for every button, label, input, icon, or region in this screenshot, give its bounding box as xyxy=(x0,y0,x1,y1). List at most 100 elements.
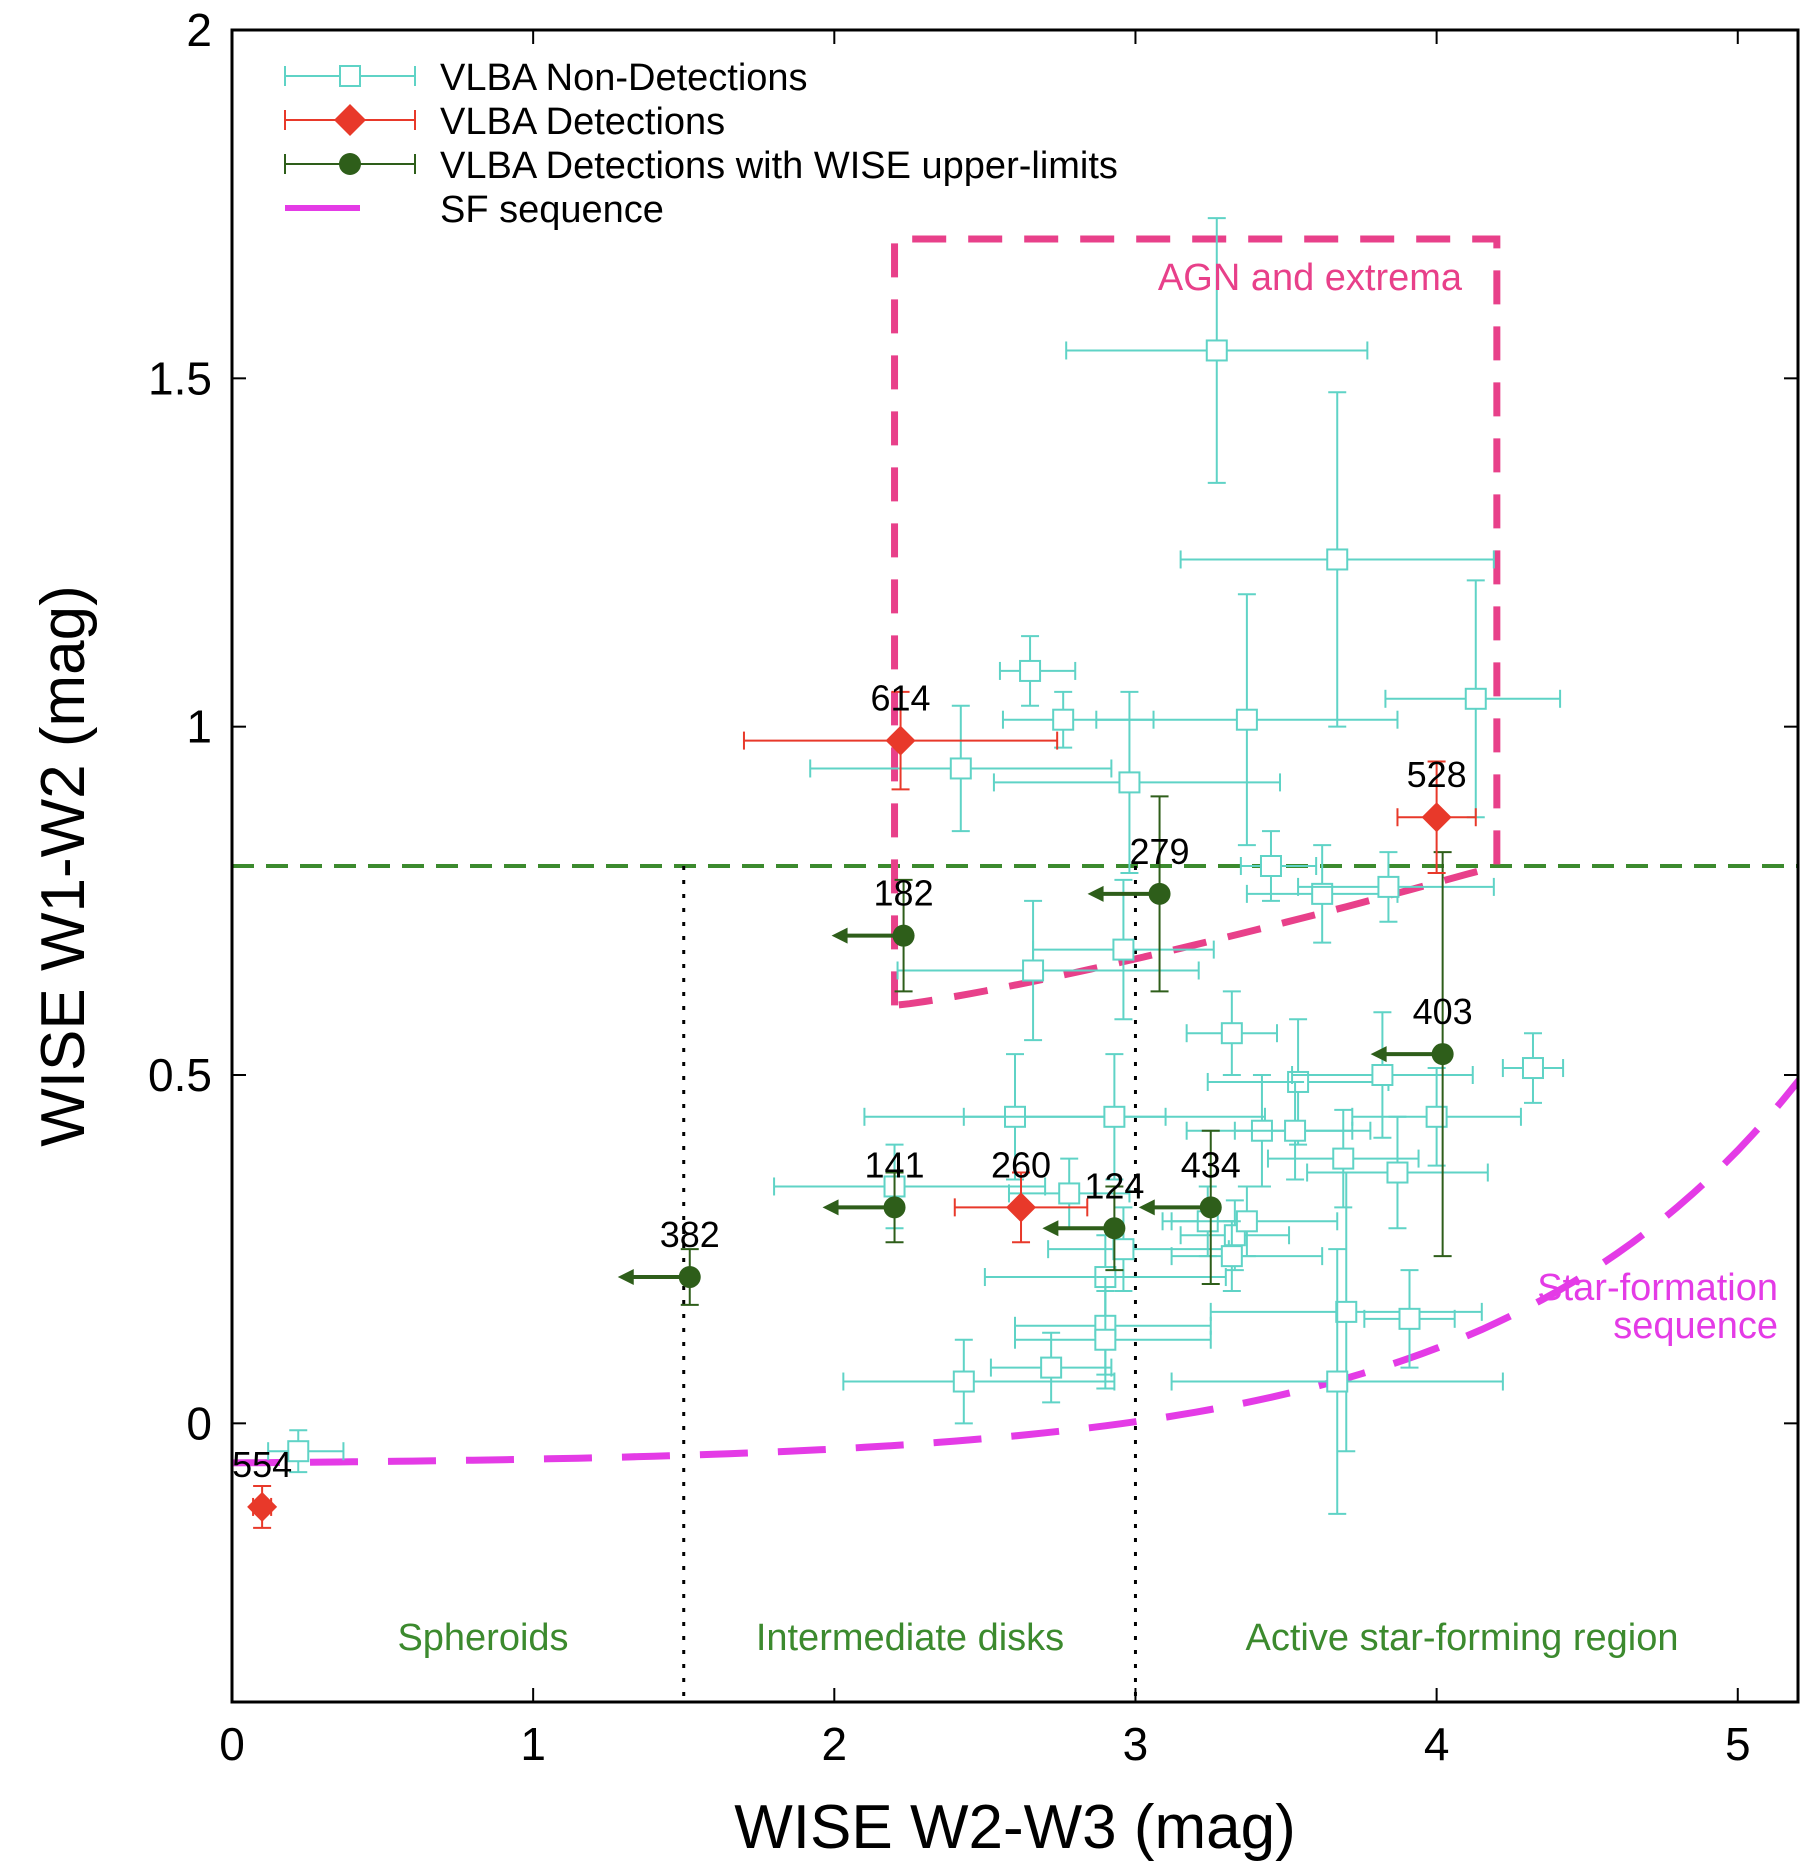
point-label: 279 xyxy=(1130,831,1190,872)
non-detection-point xyxy=(1245,844,1399,944)
detection-marker xyxy=(247,1491,278,1522)
sf-sequence-label-line1: Star-formation xyxy=(1537,1267,1778,1309)
region-active-star-forming-label: Active star-forming region xyxy=(1246,1617,1679,1659)
detection-point xyxy=(1396,760,1477,874)
non-detection-point xyxy=(1209,1171,1483,1453)
agn-region-box xyxy=(891,235,1501,1009)
detection-marker xyxy=(1421,802,1452,833)
point-label: 614 xyxy=(871,678,931,719)
x-tick-label: 5 xyxy=(1725,1718,1751,1770)
detections-layer xyxy=(247,690,1477,1529)
detection-point xyxy=(742,690,1059,791)
non-detection-marker xyxy=(952,1370,975,1393)
x-axis-title: WISE W2-W3 (mag) xyxy=(734,1793,1295,1862)
non-detection-marker xyxy=(1332,1147,1355,1170)
upper-limit-point xyxy=(617,1248,701,1306)
non-detection-point xyxy=(842,1338,1116,1425)
legend: VLBA Non-Detections VLBA Detections VLBA… xyxy=(284,57,1118,231)
y-tick-label: 1.5 xyxy=(148,352,212,404)
non-detection-marker xyxy=(1118,771,1141,794)
non-detection-point xyxy=(267,1429,345,1474)
plot-frame xyxy=(230,28,1800,1704)
non-detection-point xyxy=(1297,851,1495,923)
non-detection-marker xyxy=(949,757,972,780)
sf-sequence-layer xyxy=(232,1075,1798,1467)
region-intermediate-disks-label: Intermediate disks xyxy=(756,1617,1064,1659)
upper-limit-arrowhead xyxy=(831,927,848,944)
detection-point xyxy=(247,1485,278,1529)
non-detection-point xyxy=(1501,1032,1565,1104)
non-detection-marker xyxy=(1022,959,1045,982)
plot-area xyxy=(232,217,1798,1702)
x-tick-label: 3 xyxy=(1123,1718,1149,1770)
detection-marker xyxy=(1006,1192,1037,1223)
non-detection-marker xyxy=(1386,1161,1409,1184)
non-detection-point xyxy=(1239,830,1318,902)
non-detection-marker xyxy=(1235,708,1258,731)
non-detection-marker xyxy=(1112,938,1135,961)
non-detection-point xyxy=(1170,1185,1339,1258)
point-label: 260 xyxy=(991,1144,1051,1185)
non-detection-marker xyxy=(1335,1300,1358,1323)
upper-limit-point xyxy=(1138,1129,1222,1285)
point-label: 182 xyxy=(874,873,934,914)
upper-limit-marker xyxy=(1103,1217,1126,1240)
svg-text:VLBA Non-Detections: VLBA Non-Detections xyxy=(440,57,808,99)
upper-limit-point xyxy=(1370,851,1454,1258)
non-detection-point xyxy=(896,899,1200,1042)
non-detection-marker xyxy=(1259,855,1282,877)
upper-limit-point xyxy=(1087,795,1171,993)
upper-limit-marker xyxy=(1148,882,1171,905)
region-spheroids-label: Spheroids xyxy=(397,1617,568,1659)
non-detection-marker xyxy=(1019,659,1042,682)
point-label: 382 xyxy=(660,1214,720,1255)
non-detection-point xyxy=(1266,1108,1420,1209)
non-detection-point xyxy=(1185,990,1279,1076)
point-label: 124 xyxy=(1084,1165,1144,1206)
upper-limit-detections-layer xyxy=(617,795,1454,1306)
non-detection-marker xyxy=(1326,1370,1349,1393)
x-tick-label: 4 xyxy=(1424,1718,1450,1770)
axis-ticks: 0 1 2 3 4 5 0 0.5 1 1.5 2 xyxy=(148,4,1798,1770)
upper-limit-marker xyxy=(1199,1196,1222,1219)
non-detection-point xyxy=(1032,878,1215,1021)
non-detection-marker xyxy=(1464,687,1487,710)
x-tick-label: 1 xyxy=(520,1718,546,1770)
non-detection-marker xyxy=(1094,1328,1117,1351)
non-detection-marker xyxy=(1398,1307,1421,1330)
non-detection-marker xyxy=(1052,708,1075,731)
non-detection-point xyxy=(1179,391,1495,728)
upper-limit-arrowhead xyxy=(822,1199,839,1216)
upper-limit-marker xyxy=(678,1266,701,1289)
non-detection-marker xyxy=(1284,1119,1307,1142)
non-detection-marker xyxy=(1371,1064,1394,1086)
y-axis-title: WISE W1-W2 (mag) xyxy=(29,585,98,1146)
sf-sequence-curve xyxy=(232,1075,1798,1467)
point-label: 554 xyxy=(232,1444,292,1485)
legend-item-upper-limits: VLBA Detections with WISE upper-limits xyxy=(284,145,1118,187)
non-detection-point xyxy=(1351,1067,1522,1167)
svg-text:VLBA Detections: VLBA Detections xyxy=(440,101,725,143)
upper-limit-arrowhead xyxy=(1138,1199,1155,1216)
non-detection-point xyxy=(1233,1080,1372,1181)
non-detection-point xyxy=(998,635,1077,707)
legend-item-detections: VLBA Detections xyxy=(284,101,725,143)
upper-limit-point xyxy=(822,1171,906,1244)
sf-sequence-label-line2: sequence xyxy=(1613,1305,1778,1347)
upper-limit-arrowhead xyxy=(1087,885,1104,902)
x-tick-label: 2 xyxy=(822,1718,848,1770)
upper-limit-marker xyxy=(883,1196,906,1219)
upper-limit-point xyxy=(831,878,915,993)
svg-text:VLBA Detections with WISE uppe: VLBA Detections with WISE upper-limits xyxy=(440,145,1118,187)
detection-marker xyxy=(885,725,916,756)
non-detection-marker xyxy=(1205,339,1228,362)
non-detection-marker xyxy=(1058,1182,1081,1205)
non-detection-marker xyxy=(1377,875,1400,898)
non-detection-point xyxy=(989,1331,1113,1404)
point-labels: 182 279 403 141 124 434 382 614 528 260 554 xyxy=(232,678,1473,1485)
upper-limit-marker xyxy=(1431,1043,1454,1066)
non-detection-marker xyxy=(1112,1238,1135,1261)
upper-limit-arrowhead xyxy=(1370,1046,1387,1063)
non-detection-point xyxy=(1095,593,1399,847)
